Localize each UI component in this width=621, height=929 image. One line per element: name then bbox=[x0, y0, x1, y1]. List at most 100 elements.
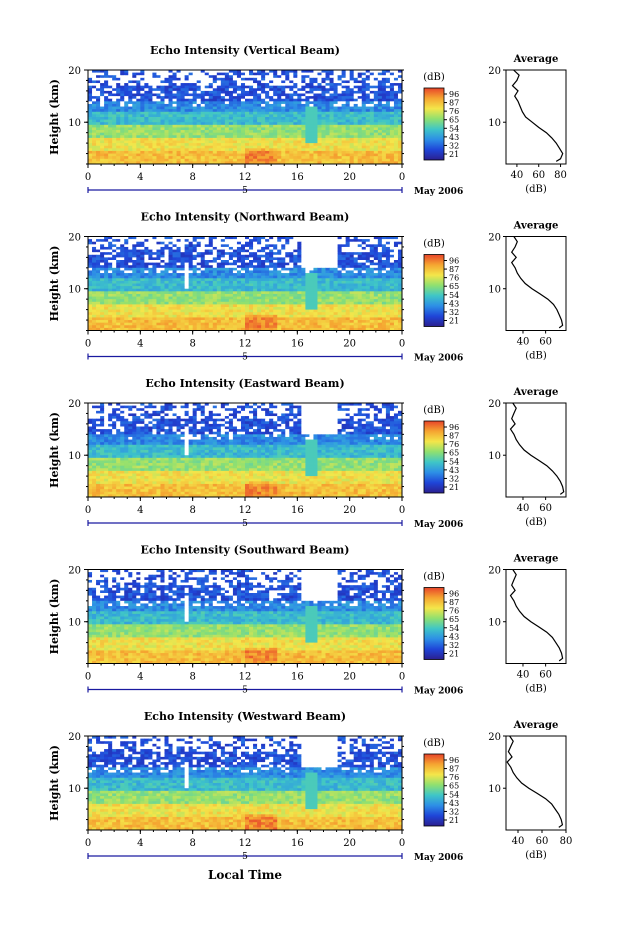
x-tick-label: 0 bbox=[85, 172, 91, 183]
colorbar-tick-label: 43 bbox=[449, 466, 459, 475]
average-title: Average bbox=[513, 387, 559, 398]
colorbar-tick-label: 21 bbox=[449, 650, 459, 659]
date-label: May 2006 bbox=[414, 853, 463, 863]
average-x-tick-label: 40 bbox=[512, 836, 525, 847]
colorbar-tick-label: 76 bbox=[449, 274, 459, 283]
average-y-tick-label: 10 bbox=[488, 784, 501, 795]
average-x-label: (dB) bbox=[525, 184, 547, 195]
x-tick-label: 4 bbox=[137, 505, 143, 516]
x-tick-label: 12 bbox=[239, 505, 252, 516]
colorbar-tick-label: 96 bbox=[449, 257, 459, 266]
x-tick-label: 12 bbox=[239, 172, 252, 183]
colorbar-unit: (dB) bbox=[423, 572, 445, 583]
average-frame bbox=[505, 402, 567, 498]
y-tick-label: 10 bbox=[68, 618, 81, 629]
panel-title: Echo Intensity (Vertical Beam) bbox=[150, 44, 340, 57]
colorbar-tick-label: 87 bbox=[449, 265, 459, 274]
y-axis-label: Height (km) bbox=[48, 79, 61, 155]
x-tick-label: 20 bbox=[343, 505, 356, 516]
colorbar-tick-label: 96 bbox=[449, 590, 459, 599]
colorbar-tick-label: 21 bbox=[449, 816, 459, 825]
colorbar-tick-label: 65 bbox=[449, 116, 459, 125]
x-tick-label: 12 bbox=[239, 339, 252, 350]
average-title: Average bbox=[513, 554, 559, 565]
x-tick-label: 8 bbox=[189, 672, 195, 683]
y-tick-label: 20 bbox=[68, 233, 81, 244]
x-tick-label: 4 bbox=[137, 172, 143, 183]
x-tick-label: 0 bbox=[399, 339, 405, 350]
day-label: 5 bbox=[242, 852, 248, 862]
colorbar-tick-label: 32 bbox=[449, 641, 459, 650]
panel-2: Echo Intensity (Northward Beam) 20 10 Heigh… bbox=[48, 211, 567, 364]
average-y-tick-label: 10 bbox=[488, 451, 501, 462]
colorbar-tick-label: 32 bbox=[449, 807, 459, 816]
panel-title: Echo Intensity (Southward Beam) bbox=[141, 544, 350, 557]
x-tick-label: 0 bbox=[399, 672, 405, 683]
x-tick-label: 16 bbox=[291, 505, 304, 516]
y-tick-label: 20 bbox=[68, 399, 81, 410]
colorbar-tick-label: 76 bbox=[449, 440, 459, 449]
average-y-tick-label: 10 bbox=[488, 118, 501, 129]
x-tick-label: 0 bbox=[85, 505, 91, 516]
colorbar-tick-label: 21 bbox=[449, 317, 459, 326]
average-title: Average bbox=[513, 54, 559, 65]
colorbar-unit: (dB) bbox=[423, 738, 445, 749]
y-axis-label: Height (km) bbox=[48, 579, 61, 655]
panel-5: Echo Intensity (Westward Beam) 20 10 Height… bbox=[48, 710, 572, 863]
average-y-tick-label: 20 bbox=[488, 399, 501, 410]
x-tick-label: 16 bbox=[291, 339, 304, 350]
x-tick-label: 12 bbox=[239, 672, 252, 683]
colorbar-tick-label: 96 bbox=[449, 90, 459, 99]
colorbar-unit: (dB) bbox=[423, 72, 445, 83]
colorbar-tick-label: 87 bbox=[449, 598, 459, 607]
panel-title: Echo Intensity (Westward Beam) bbox=[144, 710, 346, 723]
x-tick-label: 8 bbox=[189, 172, 195, 183]
average-x-tick-label: 60 bbox=[532, 170, 545, 181]
average-profile-line bbox=[509, 402, 565, 495]
x-tick-label: 20 bbox=[343, 172, 356, 183]
colorbar bbox=[423, 254, 445, 327]
colorbar-tick-label: 65 bbox=[449, 615, 459, 624]
average-y-tick-label: 20 bbox=[488, 566, 501, 577]
average-frame bbox=[505, 236, 567, 331]
x-tick-label: 16 bbox=[291, 172, 304, 183]
panel-3: Echo Intensity (Eastward Beam) 20 10 Height… bbox=[48, 377, 567, 530]
x-tick-label: 20 bbox=[343, 672, 356, 683]
y-tick-label: 10 bbox=[68, 285, 81, 296]
colorbar-tick-label: 21 bbox=[449, 150, 459, 159]
average-frame bbox=[505, 69, 567, 165]
colorbar-tick-label: 21 bbox=[449, 483, 459, 492]
date-label: May 2006 bbox=[414, 687, 463, 697]
x-tick-label: 4 bbox=[137, 672, 143, 683]
y-axis-label: Height (km) bbox=[48, 246, 61, 322]
average-x-tick-label: 60 bbox=[539, 503, 552, 514]
date-label: May 2006 bbox=[414, 187, 463, 197]
average-x-tick-label: 40 bbox=[517, 503, 530, 514]
x-axis-label: Local Time bbox=[208, 868, 282, 882]
colorbar-tick-label: 76 bbox=[449, 107, 459, 116]
average-y-tick-label: 20 bbox=[488, 233, 501, 244]
y-tick-label: 10 bbox=[68, 451, 81, 462]
y-tick-label: 10 bbox=[68, 118, 81, 129]
average-x-tick-label: 40 bbox=[511, 170, 524, 181]
colorbar-tick-label: 65 bbox=[449, 282, 459, 291]
colorbar-tick-label: 96 bbox=[449, 756, 459, 765]
colorbar-tick-label: 87 bbox=[449, 765, 459, 774]
x-tick-label: 8 bbox=[189, 339, 195, 350]
colorbar-unit: (dB) bbox=[423, 239, 445, 250]
colorbar-tick-label: 54 bbox=[449, 457, 459, 466]
average-profile-line bbox=[511, 69, 564, 162]
date-label: May 2006 bbox=[414, 354, 463, 364]
colorbar-tick-label: 54 bbox=[449, 790, 459, 799]
colorbar-tick-label: 54 bbox=[449, 124, 459, 133]
colorbar-tick-label: 32 bbox=[449, 308, 459, 317]
average-y-tick-label: 10 bbox=[488, 285, 501, 296]
colorbar bbox=[423, 420, 445, 494]
average-y-tick-label: 10 bbox=[488, 618, 501, 629]
heatmap-cells bbox=[88, 70, 403, 165]
x-tick-label: 4 bbox=[137, 339, 143, 350]
colorbar-tick-label: 54 bbox=[449, 624, 459, 633]
heatmap-cells bbox=[88, 236, 403, 331]
x-tick-label: 0 bbox=[399, 838, 405, 849]
x-tick-label: 8 bbox=[189, 505, 195, 516]
